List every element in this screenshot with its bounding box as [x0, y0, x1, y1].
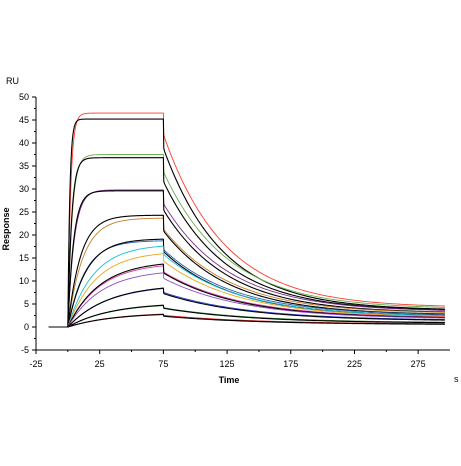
measured-curve-13	[48, 265, 445, 328]
y-tick-label: 50	[19, 92, 29, 102]
x-tick-label: 225	[347, 359, 362, 369]
y-tick-label: 0	[24, 322, 29, 332]
y-tick-label: 5	[24, 299, 29, 309]
fit-curve-21	[48, 313, 445, 328]
y-tick-label: 25	[19, 207, 29, 217]
measured-curve-3	[48, 154, 445, 328]
y-tick-label: -5	[21, 345, 29, 355]
fit-curve-2	[48, 118, 445, 328]
measured-curve-12	[48, 253, 445, 328]
x-tick-label: 175	[283, 359, 298, 369]
y-tick-label: 45	[19, 115, 29, 125]
x-tick-label: 75	[158, 359, 168, 369]
y-tick-label: 20	[19, 230, 29, 240]
x-tick-label: 125	[220, 359, 235, 369]
x-tick-label: -25	[29, 359, 42, 369]
y-axis-title: Response	[1, 207, 11, 250]
measured-curve-15	[48, 272, 445, 328]
fit-curve-6	[48, 190, 445, 328]
y-tick-label: 30	[19, 184, 29, 194]
axes: -5 0 5 10 15 20 25 30 35 40 45 50 -25 25 75 125 175 225 27…	[19, 92, 450, 369]
y-tick-label: 15	[19, 253, 29, 263]
measured-curve-11	[48, 245, 445, 328]
y-tick-label: 10	[19, 276, 29, 286]
measured-curve-7	[48, 217, 445, 328]
y-tick-label: 40	[19, 138, 29, 148]
y-unit-label: RU	[6, 76, 19, 86]
x-tick-label: 275	[411, 359, 426, 369]
fit-curve-4	[48, 157, 445, 328]
fit-curve-17	[48, 287, 445, 328]
measured-curve-1	[48, 112, 445, 328]
fit-curve-8	[48, 214, 445, 328]
y-tick-label: 35	[19, 161, 29, 171]
x-unit-label: s	[454, 374, 459, 384]
fit-curve-19	[48, 304, 445, 328]
x-tick-label: 25	[95, 359, 105, 369]
fit-curve-14	[48, 263, 445, 328]
x-axis-title: Time	[219, 375, 240, 385]
series-layer	[48, 112, 445, 328]
